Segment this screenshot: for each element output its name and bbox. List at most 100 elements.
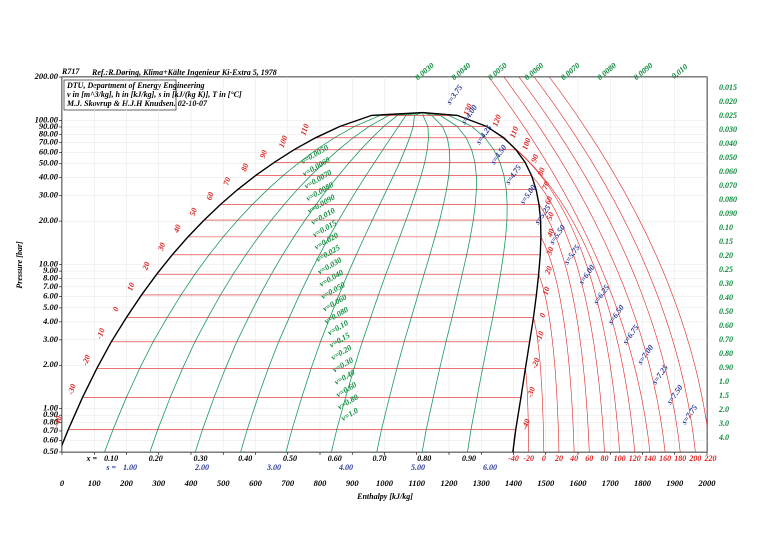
vapor-temperature-label: 90	[529, 153, 540, 164]
liquid-temperature-label: 30	[156, 241, 168, 253]
superheat-isotherm	[549, 77, 707, 428]
y-tick-label: 40.00	[38, 172, 59, 182]
entropy-label: 3.00	[266, 463, 281, 472]
x-tick-label: 600	[249, 478, 263, 488]
volume-label-right: 0.070	[719, 181, 737, 190]
superheat-temperature-label: 200	[688, 454, 701, 463]
vapor-entropy-label: s=3.75	[444, 83, 464, 107]
quality-prefix: x =	[86, 454, 98, 463]
volume-label-right: 0.025	[719, 111, 737, 120]
vapor-temperature-label: 110	[508, 125, 520, 139]
superheat-temperature-label: 160	[659, 454, 671, 463]
quality-label: 0.60	[328, 454, 342, 463]
volume-label-right: 0.20	[719, 251, 733, 260]
y-tick-label: 0.80	[43, 417, 59, 427]
quality-label: 0.90	[462, 454, 476, 463]
quality-label: 0.70	[373, 454, 387, 463]
y-tick-label: 9.00	[43, 265, 59, 275]
y-tick-label: 1.00	[43, 403, 59, 413]
quality-line	[240, 112, 423, 452]
quality-label: 0.40	[238, 454, 252, 463]
superheat-isotherm	[540, 236, 575, 452]
vapor-entropy-label: s=4.75	[503, 163, 523, 187]
quality-line	[149, 112, 423, 452]
volume-label-right: 0.060	[719, 167, 737, 176]
vapor-entropy-label: s=6.50	[606, 303, 626, 327]
x-tick-label: 1000	[376, 478, 394, 488]
superheat-isotherm	[525, 368, 529, 452]
entropy-label: 5.00	[411, 463, 425, 472]
liquid-temperature-label: 40	[171, 223, 183, 235]
volume-label-right: 0.015	[719, 83, 737, 92]
volume-label-top: 0.0060	[523, 61, 546, 82]
y-tick-label: 200.00	[34, 71, 59, 81]
vapor-entropy-label: s=7.00	[635, 343, 655, 367]
y-tick-label: 50.00	[39, 158, 59, 168]
vapor-temperature-label: -20	[530, 357, 542, 370]
volume-label-right: 0.030	[719, 125, 737, 134]
x-tick-label: 500	[217, 478, 231, 488]
volume-label-right: 0.040	[719, 139, 737, 148]
y-tick-label: 70.00	[39, 137, 59, 147]
vapor-temperature-label: 30	[544, 246, 556, 258]
quality-line	[422, 112, 508, 452]
superheat-isotherm	[533, 317, 545, 452]
superheat-isotherm	[531, 175, 605, 452]
volume-label-right: 0.40	[719, 293, 733, 302]
volume-label-top: 0.010	[670, 62, 690, 80]
liquid-temperature-label: 60	[204, 191, 215, 202]
vapor-temperature-label: 70	[540, 180, 551, 191]
entropy-label: 1.00	[123, 463, 137, 472]
vapor-temperature-label: 20	[542, 265, 554, 277]
x-tick-label: 1100	[408, 478, 425, 488]
superheat-temperature-label: -20	[523, 454, 534, 463]
quality-line	[421, 112, 477, 452]
vapor-temperature-label: -40	[520, 418, 532, 431]
x-tick-label: 1500	[537, 478, 555, 488]
volume-label-top: 0.0030	[413, 61, 436, 82]
vapor-temperature-label: 120	[491, 113, 504, 127]
vapor-temperature-label: 40	[545, 228, 557, 240]
volume-label-right: 0.080	[719, 195, 737, 204]
y-tick-label: 0.70	[43, 425, 59, 435]
superheat-temperature-label: 220	[704, 454, 717, 463]
liquid-temperature-label: 50	[188, 207, 199, 218]
volume-label-right: 0.10	[719, 223, 733, 232]
superheat-isotherm	[518, 77, 681, 452]
liquid-temperature-label: 100	[277, 134, 290, 148]
volume-label-right: 1.5	[719, 391, 729, 400]
superheat-isotherm	[486, 126, 636, 452]
superheat-temperature-label: 20	[554, 454, 563, 463]
x-tick-label: 400	[184, 478, 199, 488]
liquid-temperature-label: -10	[95, 327, 107, 340]
vapor-entropy-label: s=4.00	[459, 103, 479, 127]
x-tick-label: 0	[60, 478, 65, 488]
superheat-temperature-label: 80	[600, 454, 608, 463]
quality-label: 0.10	[104, 454, 118, 463]
entropy-label: 6.00	[483, 463, 497, 472]
liquid-temperature-label: 110	[299, 123, 311, 137]
vapor-entropy-label: s=4.25	[473, 123, 493, 147]
y-tick-label: 2.00	[42, 359, 59, 369]
volume-label-right: 2.0	[718, 405, 729, 414]
superheat-isotherm	[538, 204, 590, 452]
liquid-temperature-label: 10	[125, 281, 136, 292]
volume-label-right: 0.020	[719, 97, 737, 106]
reference: Ref.:R.Døring, Klima+Kälte Ingenieur Ki-…	[91, 68, 277, 77]
y-tick-label: 60.00	[39, 146, 59, 156]
volume-label-right: 4.0	[718, 433, 729, 442]
y-tick-label: 0.60	[43, 435, 59, 445]
vapor-temperature-label: 130	[462, 102, 475, 116]
x-tick-label: 700	[281, 478, 295, 488]
superheat-temperature-label: 0	[542, 454, 546, 463]
vapor-temperature-label: -10	[534, 330, 546, 343]
x-tick-label: 100	[88, 478, 102, 488]
superheat-isotherm	[503, 77, 666, 452]
x-tick-label: 2000	[698, 478, 717, 488]
vapor-entropy-label: s=7.50	[664, 383, 684, 407]
x-tick-label: 200	[119, 478, 134, 488]
superheat-isotherm	[533, 77, 696, 452]
y-tick-label: 0.90	[43, 409, 59, 419]
superheat-isotherm	[488, 77, 651, 452]
